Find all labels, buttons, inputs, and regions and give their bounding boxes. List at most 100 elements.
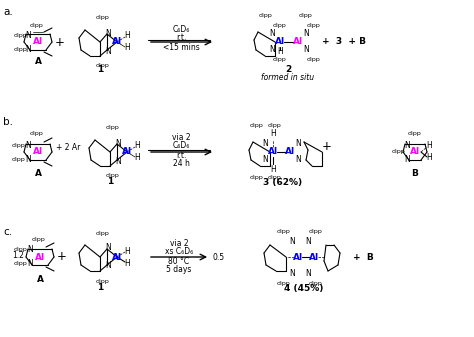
Text: Al: Al [33, 148, 43, 156]
Text: dipp: dipp [277, 280, 291, 285]
Text: r.t.: r.t. [176, 32, 187, 41]
Text: 4 (45%): 4 (45%) [284, 284, 324, 294]
Text: H: H [124, 31, 130, 40]
Text: 5 days: 5 days [166, 265, 191, 274]
Text: N: N [115, 139, 121, 148]
Text: dipp: dipp [273, 58, 287, 62]
Text: N: N [303, 45, 309, 55]
Text: Al: Al [410, 148, 420, 156]
Text: dipp: dipp [268, 176, 282, 181]
Text: dipp: dipp [96, 63, 110, 68]
Text: via 2: via 2 [172, 133, 191, 143]
Text: N: N [25, 141, 31, 150]
Text: N: N [105, 262, 111, 271]
Text: dipp: dipp [13, 262, 27, 267]
Text: 1: 1 [97, 282, 103, 292]
Text: dipp: dipp [96, 231, 110, 236]
Text: dipp: dipp [96, 278, 110, 283]
Text: +: + [57, 250, 67, 264]
Text: Al: Al [293, 252, 303, 262]
Text: N: N [105, 47, 111, 56]
Text: N: N [105, 29, 111, 37]
Text: dipp: dipp [309, 228, 323, 234]
Text: 80 °C: 80 °C [168, 256, 190, 266]
Text: H: H [124, 246, 130, 255]
Text: Al: Al [275, 37, 285, 47]
Text: dipp: dipp [299, 13, 313, 19]
Text: dipp: dipp [106, 174, 120, 179]
Text: dipp: dipp [106, 125, 120, 130]
Text: dipp: dipp [250, 123, 264, 128]
Text: dipp: dipp [307, 24, 321, 29]
Text: dipp: dipp [31, 237, 45, 242]
Text: H: H [134, 142, 140, 151]
Text: +  B: + B [353, 252, 374, 262]
Text: Al: Al [309, 252, 319, 262]
Text: Al: Al [35, 252, 45, 262]
Text: formed in situ: formed in situ [262, 72, 315, 82]
Text: N: N [305, 269, 311, 277]
Text: Al: Al [112, 252, 122, 262]
Text: r.t.: r.t. [176, 152, 187, 160]
Text: dipp: dipp [13, 247, 27, 252]
Text: C₆D₆: C₆D₆ [173, 142, 190, 151]
Text: B: B [411, 170, 419, 179]
Text: 1.2: 1.2 [12, 250, 24, 259]
Text: c.: c. [3, 227, 12, 237]
Text: a.: a. [3, 7, 13, 17]
Text: N: N [295, 140, 301, 149]
Text: + 2 Ar: + 2 Ar [56, 143, 81, 152]
Text: dipp: dipp [13, 32, 27, 37]
Text: dipp: dipp [273, 24, 287, 29]
Text: dipp: dipp [96, 16, 110, 21]
Text: H: H [277, 48, 283, 57]
Text: dipp: dipp [250, 176, 264, 181]
Text: N: N [404, 141, 410, 150]
Text: N: N [295, 155, 301, 164]
Text: +: + [55, 35, 65, 49]
Text: N: N [262, 140, 268, 149]
Text: Al: Al [112, 37, 122, 47]
Text: C₆D₆: C₆D₆ [173, 26, 190, 34]
Text: dipp: dipp [309, 280, 323, 285]
Text: 1: 1 [97, 65, 103, 74]
Text: dipp: dipp [268, 123, 282, 128]
Text: dipp: dipp [307, 58, 321, 62]
Text: dipp: dipp [408, 131, 422, 136]
Text: N: N [25, 31, 31, 39]
Text: A: A [35, 58, 42, 66]
Text: H: H [270, 129, 276, 139]
Text: N: N [105, 244, 111, 252]
Text: Al: Al [285, 148, 295, 156]
Text: +  3  + B: + 3 + B [322, 37, 366, 47]
Text: b.: b. [3, 117, 13, 127]
Text: H: H [134, 153, 140, 162]
Text: A: A [36, 275, 44, 283]
Text: N: N [25, 44, 31, 54]
Text: N: N [289, 269, 295, 277]
Text: N: N [27, 259, 33, 269]
Text: N: N [305, 237, 311, 245]
Text: 1: 1 [107, 178, 113, 186]
Text: dipp: dipp [11, 143, 25, 148]
Text: dipp: dipp [29, 23, 43, 28]
Text: H: H [426, 142, 432, 151]
Text: N: N [303, 30, 309, 38]
Text: Al: Al [268, 148, 278, 156]
Text: 24 h: 24 h [173, 159, 190, 168]
Text: dipp: dipp [259, 13, 273, 19]
Text: xs C₆D₆: xs C₆D₆ [165, 246, 193, 255]
Text: <15 mins: <15 mins [163, 43, 200, 53]
Text: N: N [269, 45, 275, 55]
Text: H: H [270, 165, 276, 175]
Text: H: H [426, 153, 432, 162]
Text: N: N [115, 156, 121, 165]
Text: N: N [404, 154, 410, 163]
Text: N: N [262, 155, 268, 164]
Text: N: N [25, 154, 31, 163]
Text: H: H [124, 258, 130, 268]
Text: 2: 2 [285, 65, 291, 74]
Text: A: A [35, 170, 42, 179]
Text: N: N [27, 245, 33, 254]
Text: +: + [322, 141, 332, 153]
